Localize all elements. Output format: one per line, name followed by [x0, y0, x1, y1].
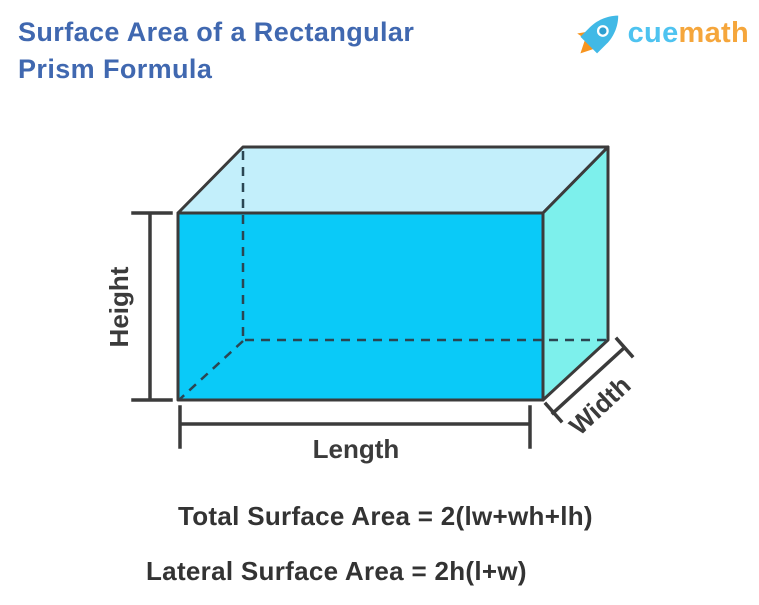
total-surface-area-formula: Total Surface Area = 2(lw+wh+lh) [178, 501, 593, 531]
hidden-edge-bottom-left-depth [179, 340, 244, 400]
lateral-surface-area-formula: Lateral Surface Area = 2h(l+w) [146, 556, 527, 586]
height-dimension-line [131, 211, 173, 402]
rocket-icon [576, 15, 618, 54]
page-title: Surface Area of a Rectangular Prism Form… [18, 14, 414, 88]
length-label: Length [313, 434, 400, 464]
logo-text-math: math [678, 16, 749, 49]
page-title-line-2: Prism Formula [18, 54, 213, 84]
cuemath-logo: cuemath [570, 4, 749, 62]
logo-wordmark: cuemath [628, 17, 749, 50]
prism-front-face [176, 211, 545, 402]
logo-text-cue: cue [627, 16, 679, 49]
width-dimension-line [543, 336, 635, 424]
length-dimension-line [178, 405, 532, 449]
page-title-line-1: Surface Area of a Rectangular [18, 17, 415, 47]
width-label: Width [563, 370, 636, 441]
height-label: Height [104, 266, 134, 347]
